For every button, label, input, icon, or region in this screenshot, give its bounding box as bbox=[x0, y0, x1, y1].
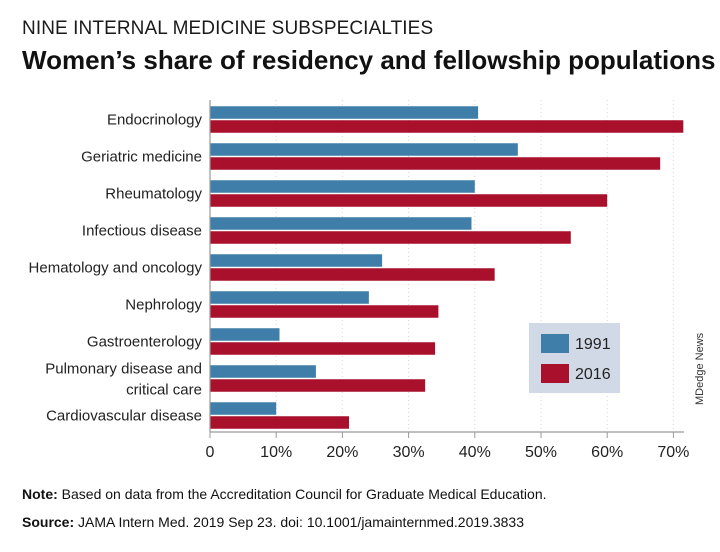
bar-1991 bbox=[210, 402, 277, 415]
category-label: Rheumatology bbox=[105, 186, 202, 203]
x-tick-label: 10% bbox=[260, 444, 292, 461]
bar-1991 bbox=[210, 365, 316, 378]
category-label: Cardiovascular disease bbox=[46, 408, 202, 425]
legend-label: 2016 bbox=[575, 366, 611, 383]
source-label: Source: bbox=[22, 514, 75, 530]
bar-2016 bbox=[210, 305, 439, 318]
x-tick-label: 0 bbox=[206, 444, 215, 461]
legend-swatch-2016 bbox=[541, 364, 569, 383]
bar-2016 bbox=[210, 416, 350, 429]
bar-2016 bbox=[210, 231, 571, 244]
bar-1991 bbox=[210, 180, 475, 193]
bar-1991 bbox=[210, 217, 472, 230]
legend-label: 1991 bbox=[575, 336, 611, 353]
x-tick-label: 60% bbox=[591, 444, 623, 461]
category-label: Gastroenterology bbox=[87, 334, 203, 351]
legend-swatch-1991 bbox=[541, 334, 569, 353]
category-label: Endocrinology bbox=[107, 112, 203, 129]
category-label: Nephrology bbox=[125, 297, 202, 314]
bar-2016 bbox=[210, 157, 661, 170]
x-tick-label: 40% bbox=[459, 444, 491, 461]
bar-2016 bbox=[210, 379, 426, 392]
note-line: Note: Based on data from the Accreditati… bbox=[22, 486, 547, 502]
bar-1991 bbox=[210, 254, 383, 267]
note-label: Note: bbox=[22, 486, 58, 502]
chart-kicker: NINE INTERNAL MEDICINE SUBSPECIALTIES bbox=[22, 18, 434, 39]
source-text: JAMA Intern Med. 2019 Sep 23. doi: 10.10… bbox=[74, 514, 524, 530]
category-label-line: critical care bbox=[126, 382, 202, 399]
bar-1991 bbox=[210, 291, 369, 304]
category-label: Hematology and oncology bbox=[29, 260, 203, 277]
bar-1991 bbox=[210, 106, 479, 119]
bar-2016 bbox=[210, 194, 608, 207]
bar-1991 bbox=[210, 143, 518, 156]
bar-1991 bbox=[210, 328, 280, 341]
x-tick-label: 20% bbox=[326, 444, 358, 461]
x-tick-label: 30% bbox=[393, 444, 425, 461]
credit-label: MDedge News bbox=[694, 332, 706, 405]
category-label: Infectious disease bbox=[82, 223, 202, 240]
category-label: Geriatric medicine bbox=[81, 149, 202, 166]
bar-2016 bbox=[210, 342, 436, 355]
x-tick-label: 70% bbox=[657, 444, 689, 461]
x-tick-label: 50% bbox=[525, 444, 557, 461]
bar-2016 bbox=[210, 268, 495, 281]
category-label-line: Pulmonary disease and bbox=[45, 361, 202, 378]
category-label: Pulmonary disease and critical care bbox=[45, 361, 202, 399]
bar-chart: 0 10% 20% 30% 40% 50% 60% 70% Endocrinology Geria… bbox=[29, 100, 689, 461]
note-text: Based on data from the Accreditation Cou… bbox=[57, 486, 547, 502]
bar-2016 bbox=[210, 120, 684, 133]
chart-title: Women’s share of residency and fellowshi… bbox=[22, 45, 716, 75]
source-line: Source: JAMA Intern Med. 2019 Sep 23. do… bbox=[22, 514, 524, 530]
